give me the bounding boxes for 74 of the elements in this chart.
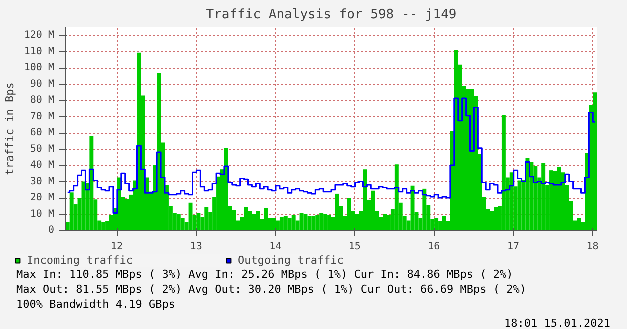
bar [272,218,276,230]
y-tick-label: 90 M [30,78,55,90]
x-tick-label: 15 [348,242,361,252]
text: 18:01 15.01.2021 [504,317,611,329]
bar [180,218,185,230]
bar [320,213,324,230]
bar [510,172,514,230]
x-tick-label: 14 [270,242,282,252]
bar [204,207,209,230]
bar [284,216,288,230]
bar [90,136,94,230]
legend-label: Outgoing traffic [238,254,344,267]
bar [316,215,320,230]
bar [442,216,446,230]
bar [542,163,546,230]
bar [557,167,562,230]
text: 100% Bandwidth 4.19 GBps [16,298,176,311]
y-tick-label: 20 M [30,192,55,204]
bar [125,198,130,230]
bar [335,194,340,230]
y-tick-label: 100 M [24,62,55,74]
bar [157,72,162,230]
bar [363,170,368,230]
bar [312,216,316,230]
x-tick-label: 16 [428,242,440,252]
bar [224,148,228,230]
bar [394,164,399,230]
y-tick-label: 120 M [24,30,55,42]
y-tick-label: 110 M [24,46,55,58]
text: Max Out: 81.55 MBps ( 2%) Avg Out: 30.20 MBps ( 1%) Cur Out: 66.69 MBps ( 2%) [16,283,526,296]
bar [300,213,304,230]
bar [102,222,106,230]
bar [593,92,598,230]
x-tick-label: 13 [190,242,202,252]
bar [280,218,284,230]
bar [196,213,201,230]
y-tick-label: 30 M [30,176,55,188]
bar [308,216,312,230]
y-axis-title: traffic in Bps [3,82,16,176]
y-tick-label: 50 M [30,144,55,155]
bar [553,172,558,230]
bar [256,211,260,230]
bar [292,215,296,230]
bar [288,218,292,230]
chart-title: Traffic Analysis for 598 -- j149 [206,8,457,22]
bar [518,180,522,230]
y-tick-label: 40 M [30,160,55,172]
bar [371,190,376,230]
bar [264,208,268,230]
y-tick-label: 70 M [30,111,55,122]
bar [324,214,328,230]
bar [347,198,352,230]
bar [176,214,181,230]
x-tick-label: 17 [507,242,520,252]
legend-label: Incoming traffic [27,254,133,267]
bar [434,218,439,230]
bar [252,214,256,230]
bar [188,202,193,230]
y-tick-label: 0 [48,225,55,236]
y-tick-label: 80 M [30,95,55,106]
bar [232,210,236,230]
bar [490,211,494,230]
bar [502,115,506,230]
bar [244,207,248,230]
bar [534,166,538,230]
x-tick-label: 18 [586,242,599,252]
bar [530,162,534,230]
bar [276,220,280,230]
bar [422,188,427,230]
bar [70,192,74,230]
text: Max In: 110.85 MBps ( 3%) Avg In: 25.26 MBps ( 1%) Cur In: 84.86 MBps ( 2%) [16,268,514,281]
y-tick-label: 10 M [30,208,55,220]
y-tick-label: 60 M [30,128,55,139]
x-tick-label: 12 [111,242,124,252]
